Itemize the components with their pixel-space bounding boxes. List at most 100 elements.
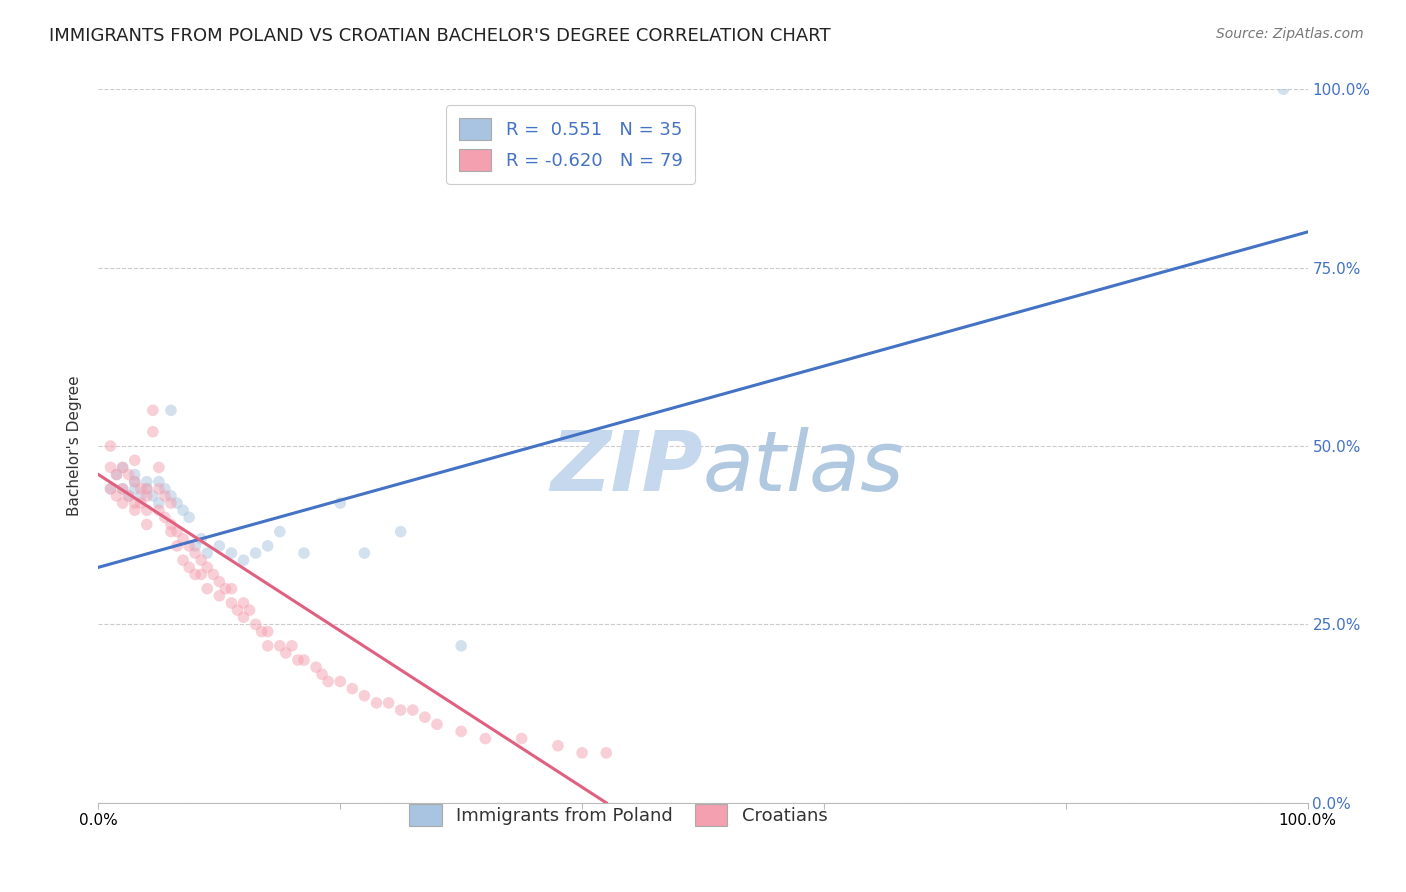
Point — [160, 403, 183, 417]
Text: atlas: atlas — [703, 427, 904, 508]
Point — [292, 653, 315, 667]
Point — [292, 546, 315, 560]
Point — [160, 524, 183, 539]
Point — [118, 489, 141, 503]
Point — [100, 482, 122, 496]
Point — [214, 582, 236, 596]
Point — [202, 567, 225, 582]
Point — [111, 496, 134, 510]
Point — [195, 582, 218, 596]
Point — [195, 546, 218, 560]
Point — [450, 639, 472, 653]
Point — [256, 624, 278, 639]
Point — [184, 546, 207, 560]
Point — [118, 467, 141, 482]
Point — [135, 517, 157, 532]
Point — [135, 482, 157, 496]
Point — [172, 553, 194, 567]
Point — [547, 739, 569, 753]
Point — [129, 496, 152, 510]
Point — [111, 460, 134, 475]
Point — [329, 674, 352, 689]
Point — [160, 489, 183, 503]
Point — [287, 653, 309, 667]
Point — [239, 603, 262, 617]
Point — [153, 489, 176, 503]
Point — [571, 746, 593, 760]
Point — [172, 532, 194, 546]
Point — [124, 453, 146, 467]
Point — [153, 482, 176, 496]
Point — [184, 567, 207, 582]
Point — [426, 717, 449, 731]
Point — [148, 460, 170, 475]
Point — [208, 589, 231, 603]
Point — [100, 460, 122, 475]
Legend: Immigrants from Poland, Croatians: Immigrants from Poland, Croatians — [398, 793, 838, 837]
Point — [377, 696, 399, 710]
Point — [208, 539, 231, 553]
Point — [160, 517, 183, 532]
Point — [129, 482, 152, 496]
Point — [221, 582, 243, 596]
Point — [190, 532, 212, 546]
Point — [142, 403, 165, 417]
Point — [118, 489, 141, 503]
Point — [366, 696, 388, 710]
Point — [111, 460, 134, 475]
Point — [474, 731, 496, 746]
Point — [124, 503, 146, 517]
Point — [111, 482, 134, 496]
Point — [142, 425, 165, 439]
Point — [245, 617, 267, 632]
Text: ZIP: ZIP — [550, 427, 703, 508]
Point — [172, 503, 194, 517]
Point — [124, 475, 146, 489]
Point — [232, 610, 254, 624]
Point — [179, 539, 201, 553]
Point — [353, 546, 375, 560]
Y-axis label: Bachelor's Degree: Bachelor's Degree — [67, 376, 83, 516]
Point — [256, 639, 278, 653]
Point — [135, 482, 157, 496]
Point — [190, 567, 212, 582]
Point — [329, 496, 352, 510]
Point — [208, 574, 231, 589]
Point — [353, 689, 375, 703]
Point — [232, 553, 254, 567]
Point — [135, 503, 157, 517]
Point — [100, 482, 122, 496]
Point — [179, 560, 201, 574]
Point — [105, 467, 128, 482]
Point — [316, 674, 339, 689]
Point — [510, 731, 533, 746]
Point — [281, 639, 304, 653]
Point — [342, 681, 364, 696]
Point — [105, 489, 128, 503]
Point — [105, 467, 128, 482]
Point — [450, 724, 472, 739]
Point — [124, 475, 146, 489]
Point — [245, 546, 267, 560]
Point — [135, 489, 157, 503]
Point — [402, 703, 425, 717]
Point — [274, 646, 297, 660]
Point — [389, 524, 412, 539]
Point — [100, 439, 122, 453]
Point — [179, 510, 201, 524]
Point — [129, 489, 152, 503]
Text: Source: ZipAtlas.com: Source: ZipAtlas.com — [1216, 27, 1364, 41]
Point — [142, 489, 165, 503]
Point — [190, 553, 212, 567]
Point — [269, 639, 291, 653]
Point — [221, 596, 243, 610]
Point — [124, 482, 146, 496]
Point — [148, 482, 170, 496]
Point — [221, 546, 243, 560]
Point — [232, 596, 254, 610]
Point — [124, 467, 146, 482]
Point — [166, 524, 188, 539]
Point — [595, 746, 617, 760]
Point — [226, 603, 249, 617]
Point — [250, 624, 273, 639]
